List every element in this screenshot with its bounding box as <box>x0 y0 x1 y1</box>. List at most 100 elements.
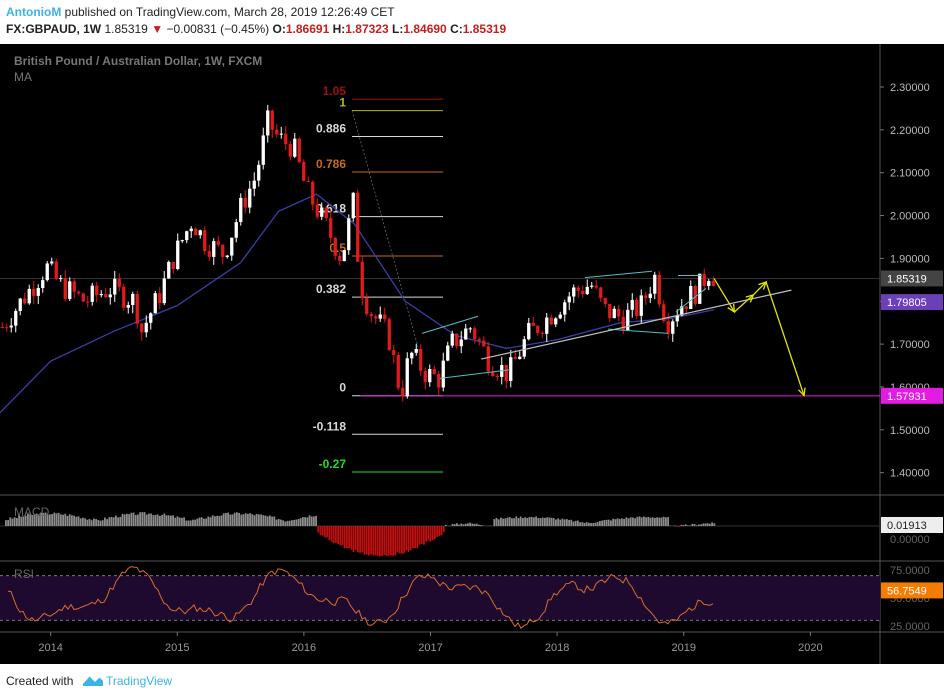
candle-body <box>54 261 58 279</box>
candle-body <box>5 327 9 329</box>
macd-bar <box>706 523 709 526</box>
time-axis-label: 2014 <box>38 642 62 654</box>
macd-bar <box>621 518 623 526</box>
candle-body <box>180 240 184 242</box>
macd-bar <box>458 524 460 526</box>
time-axis-label: 2017 <box>418 642 442 654</box>
candle-body <box>585 286 589 295</box>
tradingview-logo-icon[interactable] <box>82 672 104 688</box>
candle-body <box>369 313 373 317</box>
candle-body <box>333 237 337 256</box>
candle-body <box>153 293 157 314</box>
candle-body <box>9 325 13 328</box>
candle-body <box>176 240 180 270</box>
candle-body <box>698 273 702 304</box>
macd-bar <box>654 517 656 526</box>
candle-body <box>419 348 423 371</box>
candle-body <box>549 317 553 325</box>
macd-bar <box>585 522 588 526</box>
macd-bar <box>264 515 267 526</box>
candle-body <box>315 204 319 217</box>
macd-bar <box>577 520 579 526</box>
macd-bar <box>526 517 529 526</box>
candle-body <box>666 321 670 334</box>
tradingview-brand[interactable]: TradingView <box>106 674 173 688</box>
candle-body <box>126 305 130 308</box>
macd-bar <box>24 515 27 526</box>
macd-bar <box>416 526 419 549</box>
candle-body <box>140 323 144 333</box>
macd-bar <box>297 518 300 526</box>
chart-panel[interactable]: 1.05 1 0.886 0.786 0.618 0.5 0.382 0 -0.118 -0.27… <box>0 44 944 664</box>
candle-body <box>221 244 225 257</box>
candle-body <box>311 181 315 205</box>
macd-bar <box>275 519 278 526</box>
macd-bar <box>427 526 430 541</box>
macd-bar <box>64 513 67 526</box>
macd-bar <box>16 517 18 526</box>
macd-bar <box>18 515 20 526</box>
macd-bar <box>31 515 34 526</box>
macd-bar <box>603 520 606 526</box>
candle-body <box>306 181 310 183</box>
macd-bar <box>44 512 47 526</box>
price-axis-label: 2.20000 <box>890 125 930 137</box>
macd-bar <box>590 523 592 526</box>
candle-body <box>297 138 301 162</box>
candle-body <box>423 370 427 383</box>
rsi-value-tag-bg <box>881 582 943 599</box>
macd-bar <box>71 515 73 526</box>
candle-body <box>284 133 288 145</box>
pattern-line <box>421 315 479 334</box>
macd-bar <box>665 517 667 526</box>
macd-bar <box>51 514 53 526</box>
macd-label: MACD <box>14 505 50 519</box>
macd-bar <box>709 523 711 526</box>
macd-bar <box>691 523 694 526</box>
macd-bar <box>137 514 139 526</box>
macd-bar <box>29 514 31 526</box>
macd-bar <box>403 526 405 554</box>
author-link[interactable]: AntonioM <box>6 5 62 19</box>
macd-bar <box>106 519 108 526</box>
macd-bar <box>315 515 317 526</box>
macd-bar <box>407 526 410 552</box>
macd-bar <box>493 519 496 526</box>
chart-canvas[interactable]: 1.0510.8860.7860.6180.50.3820-0.118-0.27… <box>0 44 944 664</box>
candle-body <box>450 333 454 346</box>
macd-bar <box>335 526 337 543</box>
macd-bar <box>429 526 432 542</box>
macd-bar <box>178 517 181 526</box>
macd-bar <box>594 522 597 526</box>
candle-body <box>63 278 67 299</box>
candle-body <box>374 316 378 319</box>
candle-body <box>23 298 27 304</box>
macd-bar <box>200 517 203 526</box>
macd-bar <box>62 514 64 526</box>
macd-bar <box>143 512 146 526</box>
macd-bar <box>640 517 643 526</box>
macd-bar <box>326 526 328 538</box>
macd-bar <box>75 516 78 526</box>
candle-body <box>113 278 117 295</box>
macd-bar <box>425 526 427 542</box>
macd-bar <box>247 513 249 526</box>
macd-bar <box>689 525 691 526</box>
macd-bar <box>711 522 713 526</box>
macd-bar <box>150 513 152 526</box>
macd-bar <box>544 517 546 526</box>
macd-bar <box>328 526 331 540</box>
macd-bar <box>632 517 634 526</box>
macd-bar <box>55 513 58 526</box>
macd-bar <box>434 526 436 540</box>
candle-body <box>302 161 306 182</box>
macd-bar <box>431 526 434 541</box>
moving-average-line <box>0 193 715 414</box>
candle-body <box>243 197 247 208</box>
candle-body <box>257 164 261 181</box>
macd-bar <box>634 518 636 526</box>
candle-body <box>14 310 18 326</box>
macd-bar <box>181 517 183 526</box>
price-change: −0.00831 (−0.45%) <box>166 22 270 36</box>
macd-bar <box>348 526 350 549</box>
